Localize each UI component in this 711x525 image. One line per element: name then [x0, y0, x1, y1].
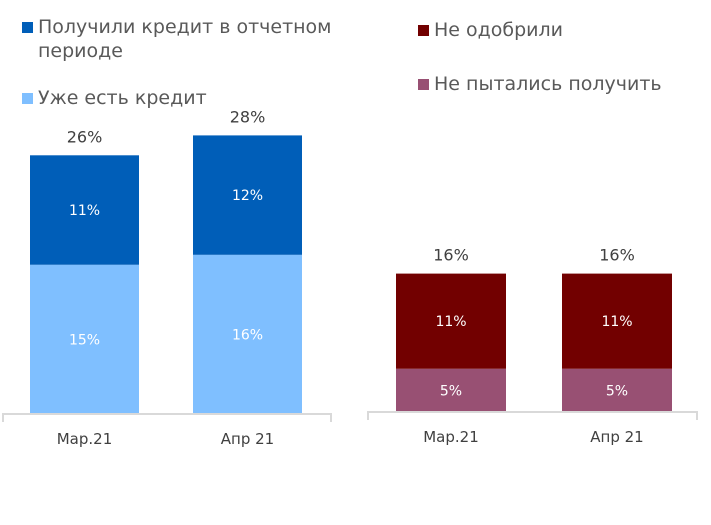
bar-segment [562, 273, 672, 369]
legend-label: Не пытались получить [434, 73, 662, 95]
data-label: 5% [606, 383, 628, 399]
category-label: Мар.21 [57, 430, 113, 448]
legend-swatch [22, 22, 33, 33]
data-label: 15% [69, 332, 100, 348]
x-axis [367, 411, 698, 420]
legend-swatch [22, 93, 33, 104]
bar-segment [562, 368, 672, 412]
bar-segment [396, 273, 506, 369]
category-label: Апр 21 [221, 430, 274, 448]
x-axis [2, 413, 332, 422]
total-label: 16% [433, 246, 469, 265]
data-label: 11% [69, 203, 100, 219]
legend-swatch [418, 79, 429, 90]
category-label: Апр 21 [590, 428, 643, 446]
legend-item-has-credit: Уже есть кредит [22, 86, 207, 110]
data-label: 11% [601, 314, 632, 330]
legend-item-not-approved: Не одобрили [418, 18, 563, 42]
data-label: 12% [232, 188, 263, 204]
total-label: 16% [599, 246, 635, 265]
bar-segment [396, 368, 506, 412]
legend-swatch [418, 25, 429, 36]
bar-segment [30, 264, 139, 414]
total-label: 26% [67, 127, 103, 146]
bar-segment [30, 155, 139, 265]
legend-item-did-not-try: Не пытались получить [418, 72, 662, 96]
category-label: Мар.21 [423, 428, 479, 446]
legend-label: Получили кредит в отчетном периоде [38, 16, 332, 62]
data-label: 5% [440, 383, 462, 399]
bar-segment [193, 135, 302, 255]
data-label: 16% [232, 327, 263, 343]
total-label: 28% [230, 107, 266, 126]
data-label: 11% [435, 314, 466, 330]
legend-item-received-credit: Получили кредит в отчетном периоде [22, 15, 352, 63]
legend-label: Уже есть кредит [38, 87, 207, 109]
bar-segment [193, 254, 302, 414]
legend-label: Не одобрили [434, 19, 564, 41]
